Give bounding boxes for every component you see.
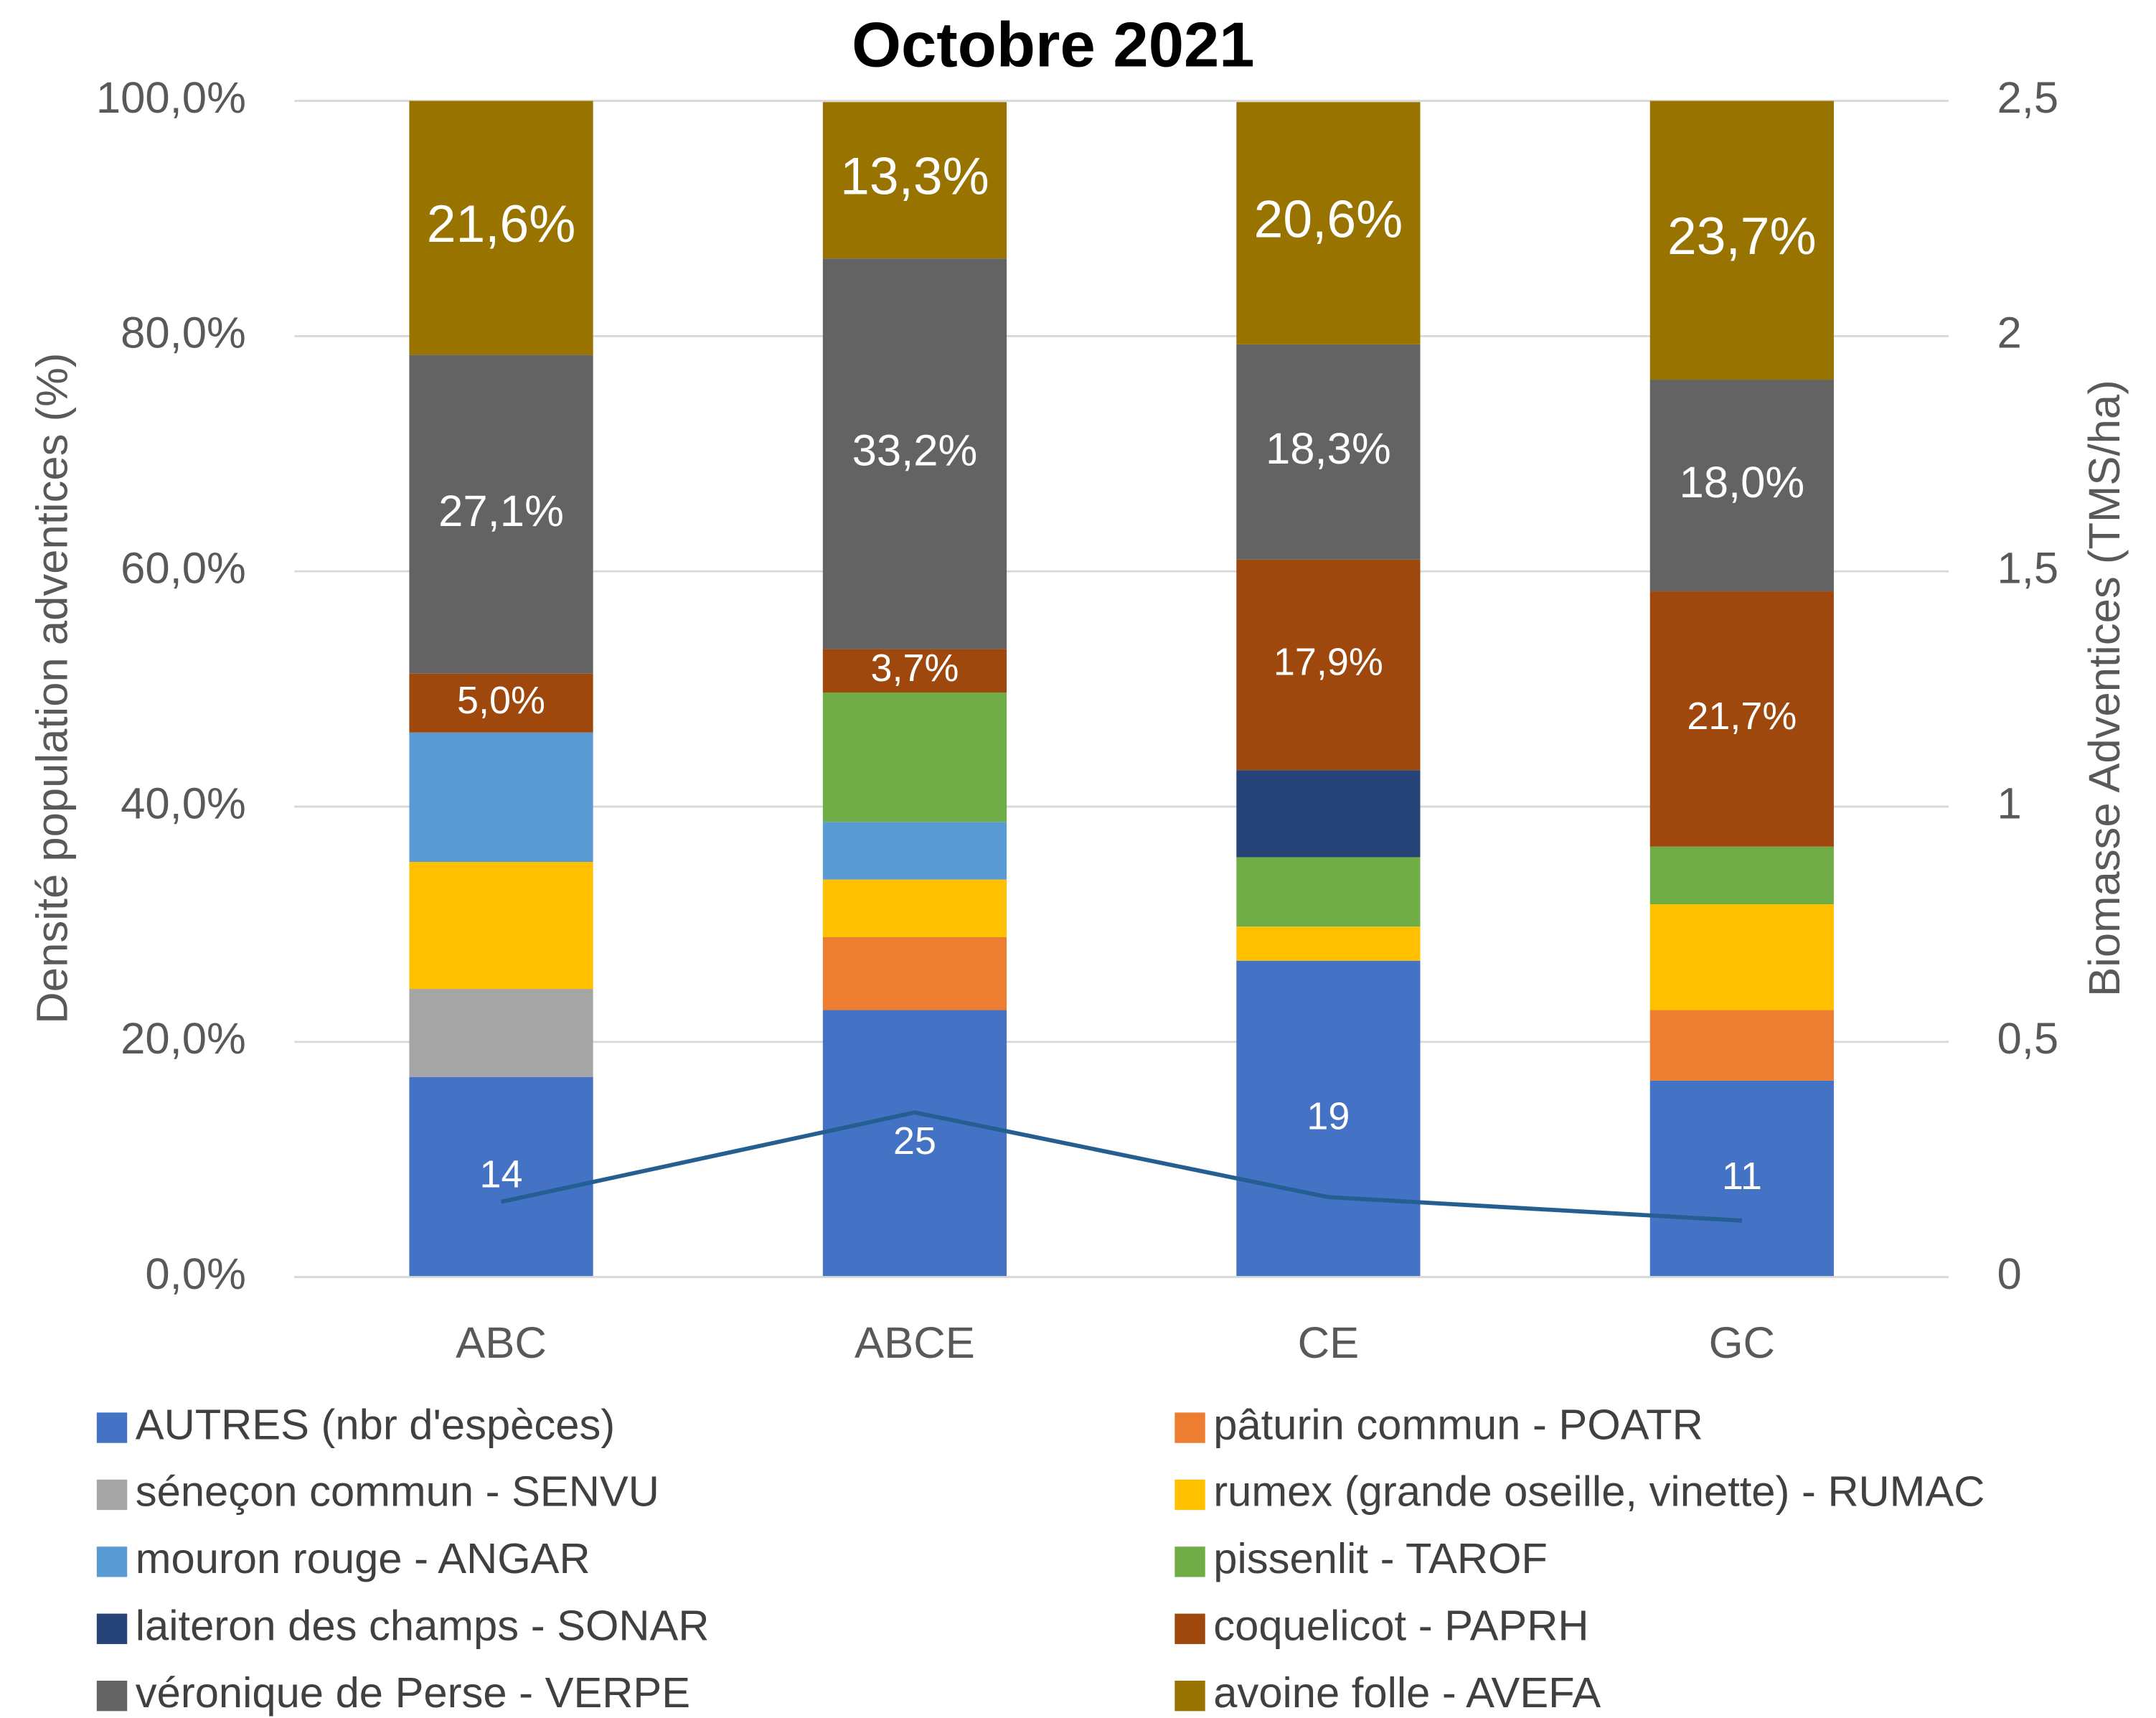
bar-segment	[1236, 102, 1421, 344]
y2-tick-label: 1,5	[1997, 543, 2058, 593]
bar-segment	[822, 258, 1007, 649]
legend-label: AUTRES (nbr d'espèces)	[136, 1400, 615, 1448]
legend-label: véronique de Perse - VERPE	[136, 1668, 690, 1717]
data-label: 21,7%	[1687, 695, 1797, 738]
bar-segment	[1236, 926, 1421, 961]
data-label: 5,0%	[457, 679, 545, 722]
data-label: 23,7%	[1667, 207, 1817, 266]
legend-label: rumex (grande oseille, vinette) - RUMAC	[1213, 1468, 1985, 1516]
bar-segment	[1649, 100, 1834, 380]
data-label: 33,2%	[852, 426, 978, 476]
bar-segment	[1649, 846, 1834, 905]
x-tick-label: CE	[1298, 1318, 1360, 1368]
data-label: 18,3%	[1266, 424, 1391, 474]
y2-axis-title: Biomasse Adventices (TMS/ha)	[2080, 380, 2129, 997]
legend-swatch	[1174, 1479, 1205, 1511]
legend-swatch	[1174, 1546, 1205, 1577]
bar-segment	[1236, 857, 1421, 927]
bar-segment	[822, 879, 1007, 937]
bar-segment	[409, 732, 593, 863]
legend-label: séneçon commun - SENVU	[136, 1468, 659, 1516]
y-tick-label: 20,0%	[121, 1014, 246, 1064]
legend-swatch	[96, 1613, 128, 1644]
bar-segment	[1649, 591, 1834, 847]
legend-swatch	[1174, 1680, 1205, 1712]
legend-swatch	[96, 1546, 128, 1577]
y-tick-label: 60,0%	[121, 543, 246, 593]
y-tick-label: 0,0%	[145, 1249, 245, 1299]
data-label: 27,1%	[438, 487, 564, 536]
bar-segment	[1649, 380, 1834, 592]
bar-segment	[822, 937, 1007, 1010]
y2-tick-label: 1	[1997, 779, 2021, 828]
y2-tick-label: 0	[1997, 1249, 2021, 1299]
bar-segment	[1649, 1080, 1834, 1277]
data-label: 18,0%	[1679, 458, 1804, 507]
legend-label: laiteron des champs - SONAR	[136, 1602, 710, 1650]
legend-label: avoine folle - AVEFA	[1213, 1668, 1601, 1717]
bar-segment	[822, 693, 1007, 822]
count-label: 25	[893, 1119, 936, 1163]
bar-segment	[1236, 559, 1421, 771]
bar-segment	[409, 673, 593, 733]
data-label: 20,6%	[1254, 189, 1403, 248]
data-label: 13,3%	[840, 147, 989, 206]
data-label: 17,9%	[1274, 641, 1383, 684]
x-tick-label: GC	[1709, 1318, 1775, 1368]
bar-segment	[1649, 904, 1834, 1010]
chart-title: Octobre 2021	[852, 9, 1254, 80]
bar-segment	[822, 1010, 1007, 1277]
bar-segment	[1236, 344, 1421, 560]
legend-swatch	[1174, 1613, 1205, 1644]
y-tick-label: 40,0%	[121, 779, 246, 828]
y-tick-label: 100,0%	[96, 73, 246, 123]
count-label: 11	[1722, 1155, 1762, 1198]
bar-segment	[409, 862, 593, 990]
legend-swatch	[96, 1680, 128, 1712]
legend-swatch	[1174, 1412, 1205, 1443]
legend-swatch	[96, 1479, 128, 1511]
bar-segment	[822, 822, 1007, 880]
x-tick-label: ABCE	[855, 1318, 975, 1368]
y2-tick-label: 0,5	[1997, 1014, 2058, 1064]
legend-label: coquelicot - PAPRH	[1213, 1602, 1588, 1650]
bar-segment	[409, 100, 593, 355]
y-tick-label: 80,0%	[121, 309, 246, 358]
y2-tick-label: 2	[1997, 309, 2021, 358]
biomass-line	[500, 1110, 1743, 1223]
bar-segment	[409, 355, 593, 674]
y2-tick-label: 2,5	[1997, 73, 2058, 123]
data-label: 3,7%	[871, 647, 959, 690]
count-label: 14	[480, 1153, 523, 1196]
bar-segment	[822, 649, 1007, 693]
bar-segment	[1236, 770, 1421, 858]
y-axis-title: Densité population adventices (%)	[27, 353, 77, 1024]
bar-segment	[1649, 1010, 1834, 1081]
x-tick-label: ABC	[456, 1318, 547, 1368]
legend-label: pissenlit - TAROF	[1213, 1534, 1548, 1582]
bar-segment	[409, 989, 593, 1077]
bar-segment	[822, 102, 1007, 259]
bar-segment	[409, 1076, 593, 1277]
legend-label: mouron rouge - ANGAR	[136, 1534, 590, 1582]
data-label: 21,6%	[427, 194, 576, 253]
bar-segment	[1236, 960, 1421, 1277]
legend-label: pâturin commun - POATR	[1213, 1400, 1703, 1448]
legend-swatch	[96, 1412, 128, 1443]
count-label: 19	[1307, 1094, 1350, 1137]
